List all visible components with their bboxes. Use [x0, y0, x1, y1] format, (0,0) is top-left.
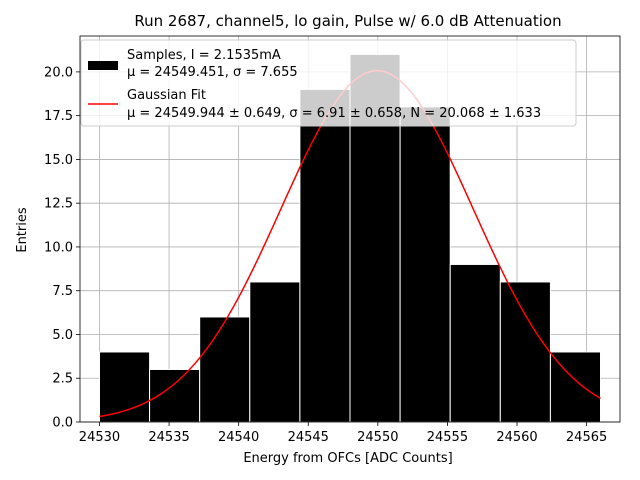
y-tick-label: 20.0 — [44, 65, 73, 80]
y-tick-label: 5.0 — [52, 328, 73, 343]
histogram-bar — [499, 281, 551, 423]
y-tick-label: 12.5 — [44, 197, 73, 212]
x-tick-label: 24550 — [357, 430, 398, 445]
x-tick-label: 24555 — [427, 430, 468, 445]
y-tick-label: 15.0 — [44, 153, 73, 168]
legend-samples-swatch — [88, 61, 118, 70]
legend-box — [80, 39, 577, 127]
x-tick-label: 24565 — [566, 430, 607, 445]
legend: Samples, I = 2.1535mA μ = 24549.451, σ =… — [80, 39, 577, 127]
x-tick-label: 24560 — [496, 430, 537, 445]
legend-fit-label: Gaussian Fit — [127, 88, 206, 103]
histogram-bar — [199, 316, 251, 423]
x-axis-label: Energy from OFCs [ADC Counts] — [243, 451, 452, 466]
x-tick-label: 24530 — [79, 430, 120, 445]
histogram-bar — [449, 263, 501, 423]
y-tick-label: 0.0 — [52, 416, 73, 431]
chart-title: Run 2687, channel5, lo gain, Pulse w/ 6.… — [134, 12, 561, 30]
x-tick-label: 24545 — [288, 430, 329, 445]
legend-samples-stats: μ = 24549.451, σ = 7.655 — [127, 65, 298, 80]
histogram-bar — [249, 281, 301, 423]
y-tick-label: 7.5 — [52, 284, 73, 299]
y-tick-label: 2.5 — [52, 372, 73, 387]
legend-samples-label: Samples, I = 2.1535mA — [127, 48, 281, 63]
x-axis-ticks: 24530 24535 24540 24545 24550 24555 24560 24565 — [79, 422, 607, 445]
axes-frame — [79, 35, 621, 423]
histogram-bar — [299, 88, 351, 423]
x-tick-label: 24535 — [148, 430, 189, 445]
x-tick-label: 24540 — [218, 430, 259, 445]
legend-fit-stats: μ = 24549.944 ± 0.649, σ = 6.91 ± 0.658,… — [127, 106, 541, 121]
y-tick-label: 17.5 — [44, 109, 73, 124]
y-tick-label: 10.0 — [44, 240, 73, 255]
histogram-bar — [399, 106, 451, 423]
y-axis-label: Entries — [15, 207, 30, 253]
y-axis-ticks: 0.0 2.5 5.0 7.5 10.0 12.5 15.0 17.5 20.0 — [44, 65, 80, 431]
